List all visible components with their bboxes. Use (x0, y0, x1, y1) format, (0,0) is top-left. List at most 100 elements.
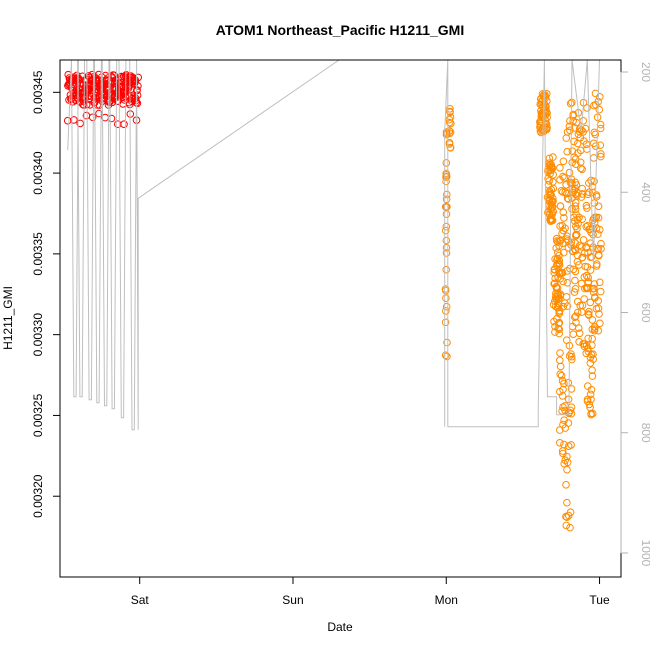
data-point (554, 248, 562, 257)
data-point (567, 238, 576, 246)
data-point (563, 458, 572, 467)
data-point (585, 188, 593, 197)
data-point (590, 199, 599, 207)
data-point (583, 204, 591, 212)
data-point (571, 202, 580, 210)
data-point (590, 323, 599, 331)
data-point (120, 120, 128, 128)
data-point (563, 147, 572, 156)
data-point (588, 372, 597, 380)
data-point (567, 441, 575, 449)
data-point (556, 176, 564, 184)
data-point (560, 174, 569, 182)
data-point (577, 164, 585, 173)
data-point (556, 362, 565, 371)
right-tick-label: 400 (639, 182, 650, 202)
data-point (591, 294, 599, 302)
data-point (574, 220, 582, 228)
x-tick-label: Tue (589, 593, 610, 607)
data-point (575, 329, 584, 338)
data-point (596, 225, 604, 234)
data-point (592, 262, 601, 270)
data-point (565, 168, 574, 177)
data-point (571, 239, 579, 247)
data-point (596, 278, 604, 287)
data-point (560, 459, 569, 468)
data-point (564, 419, 573, 427)
data-point (578, 243, 586, 251)
data-point (587, 253, 596, 261)
data-point (563, 302, 572, 310)
data-point (134, 82, 142, 90)
x-tick-label: Mon (435, 593, 458, 607)
data-point (576, 134, 585, 142)
altitude-profile-line (444, 59, 600, 428)
data-point (567, 403, 576, 412)
altitude-profile-line (67, 59, 340, 431)
data-point (578, 165, 586, 174)
data-point (595, 105, 604, 114)
data-point (568, 194, 576, 202)
data-point (590, 284, 598, 293)
data-point (107, 114, 116, 123)
data-point (596, 319, 604, 328)
data-point (559, 157, 568, 166)
y-tick-label: 0.00335 (31, 232, 45, 276)
data-point (583, 397, 592, 406)
data-point (443, 338, 451, 347)
y-tick-label: 0.00325 (31, 393, 45, 437)
data-point (579, 117, 588, 125)
data-point (547, 164, 556, 172)
data-point (566, 508, 575, 517)
data-point (446, 105, 454, 113)
data-point (572, 160, 580, 168)
data-point (574, 324, 583, 332)
data-point (550, 265, 559, 274)
data-point (580, 249, 589, 257)
data-point (571, 276, 579, 285)
data-point (562, 181, 570, 189)
data-point (445, 118, 454, 127)
data-point (588, 316, 597, 324)
data-point (549, 153, 557, 161)
data-point (133, 91, 142, 99)
data-point (578, 190, 587, 198)
data-point (556, 356, 564, 365)
chart-title: ATOM1 Northeast_Pacific H1211_GMI (216, 22, 464, 38)
y-axis: 0.00320 0.00325 0.00330 0.00335 0.00340 0.003… (31, 70, 61, 518)
y-tick-label: 0.00340 (31, 151, 45, 195)
data-point (555, 261, 564, 269)
data-point (556, 270, 564, 278)
data-point (441, 203, 450, 211)
data-point (573, 191, 581, 200)
data-point (588, 334, 597, 343)
data-point (562, 481, 570, 489)
data-point (562, 293, 571, 301)
data-point (562, 134, 571, 142)
right-tick-label: 200 (639, 62, 650, 82)
data-point (445, 127, 454, 135)
data-point (590, 280, 599, 288)
data-point (580, 295, 589, 303)
data-point (114, 120, 122, 128)
data-point (442, 294, 450, 303)
data-point (583, 104, 591, 112)
data-point (586, 403, 594, 412)
data-point (537, 128, 545, 137)
x-axis-label: Date (327, 620, 353, 634)
data-point (581, 124, 590, 133)
data-point (592, 191, 601, 199)
data-point (445, 115, 454, 124)
x-tick-label: Sun (282, 593, 303, 607)
data-point (567, 385, 576, 393)
data-point (546, 191, 554, 199)
data-point (586, 298, 595, 307)
data-point (594, 202, 603, 211)
data-point (583, 222, 592, 230)
y-tick-label: 0.00320 (31, 474, 45, 518)
data-point (442, 203, 451, 212)
data-point (565, 122, 574, 131)
data-point (584, 382, 592, 390)
data-point (566, 99, 575, 108)
